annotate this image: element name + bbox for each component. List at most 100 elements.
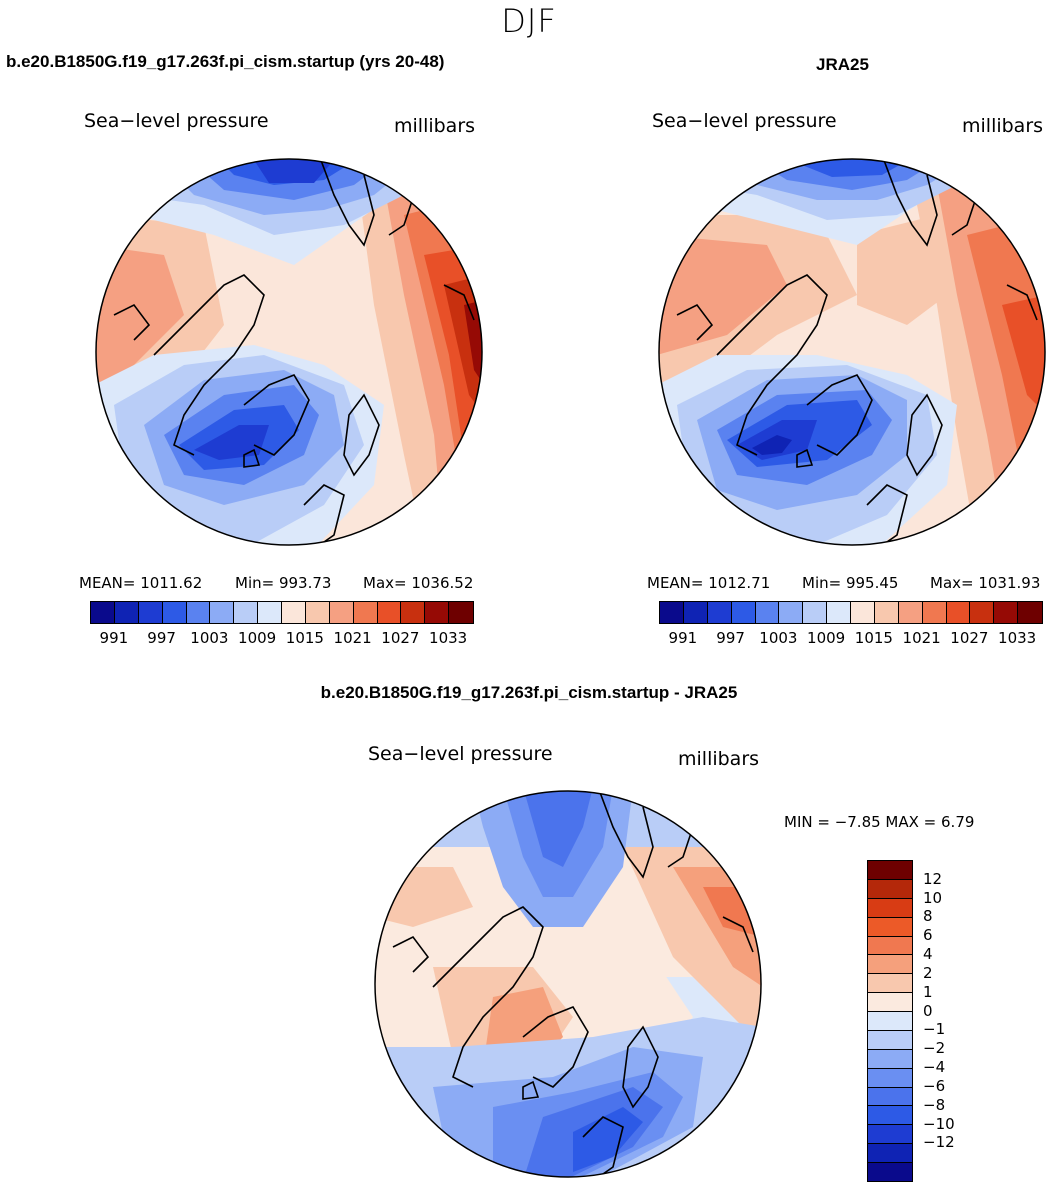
- colorbar-swatch: [970, 602, 995, 623]
- colorbar-tick-label: 1015: [285, 629, 324, 647]
- panel2-title: JRA25: [816, 55, 869, 74]
- colorbar-swatch: [994, 602, 1019, 623]
- colorbar-swatch: [707, 602, 732, 623]
- colorbar-tick-label: −2: [923, 1039, 946, 1058]
- colorbar-swatch: [377, 602, 402, 623]
- colorbar-swatch: [234, 602, 259, 623]
- colorbar-swatch: [946, 602, 971, 623]
- colorbar-swatch: [868, 936, 912, 956]
- colorbar-tick-label: 1009: [807, 629, 846, 647]
- colorbar-swatch: [868, 1068, 912, 1088]
- colorbar-swatch: [874, 602, 899, 623]
- panel1-polar-map: [95, 158, 483, 546]
- panel2-variable: Sea−level pressure: [652, 110, 837, 132]
- colorbar-swatch: [922, 602, 947, 623]
- colorbar-swatch: [868, 917, 912, 937]
- colorbar-tick-label: −4: [923, 1058, 946, 1077]
- colorbar-tick-label: 1033: [429, 629, 468, 647]
- colorbar-swatch: [868, 861, 912, 880]
- colorbar-swatch: [731, 602, 756, 623]
- colorbar-swatch: [258, 602, 282, 623]
- colorbar-tick-label: 1003: [759, 629, 798, 647]
- panel3-colorbar: [867, 860, 913, 1182]
- colorbar-swatch: [210, 602, 235, 623]
- panel2-max: Max= 1031.93: [930, 574, 1041, 592]
- colorbar-tick-label: 8: [923, 907, 933, 926]
- colorbar-swatch: [898, 602, 923, 623]
- colorbar-swatch: [868, 1106, 912, 1126]
- colorbar-swatch: [868, 1125, 912, 1145]
- panel3-units: millibars: [678, 748, 760, 770]
- colorbar-swatch: [353, 602, 378, 623]
- panel1-units: millibars: [394, 115, 476, 137]
- panel1-variable: Sea−level pressure: [84, 110, 269, 132]
- colorbar-swatch: [401, 602, 426, 623]
- colorbar-swatch: [425, 602, 450, 623]
- colorbar-tick-label: 1: [923, 982, 933, 1001]
- colorbar-tick-label: 991: [668, 629, 698, 647]
- colorbar-tick-label: −8: [923, 1095, 946, 1114]
- colorbar-tick-label: −10: [923, 1114, 955, 1133]
- colorbar-tick-label: 1027: [381, 629, 420, 647]
- colorbar-swatch: [779, 602, 804, 623]
- colorbar-swatch: [329, 602, 354, 623]
- panel1-max: Max= 1036.52: [363, 574, 474, 592]
- panel2-units: millibars: [962, 115, 1044, 137]
- colorbar-tick-label: 1021: [902, 629, 941, 647]
- colorbar-swatch: [868, 955, 912, 975]
- colorbar-tick-label: 12: [923, 869, 943, 888]
- colorbar-tick-label: 2: [923, 963, 933, 982]
- colorbar-swatch: [868, 974, 912, 994]
- colorbar-swatch: [827, 602, 851, 623]
- colorbar-tick-label: 1033: [998, 629, 1037, 647]
- colorbar-swatch: [755, 602, 780, 623]
- colorbar-swatch: [868, 1087, 912, 1107]
- colorbar-swatch: [305, 602, 330, 623]
- panel1-colorbar: [90, 601, 474, 624]
- panel2-colorbar: [659, 601, 1043, 624]
- colorbar-swatch: [868, 898, 912, 918]
- colorbar-swatch: [868, 879, 912, 899]
- colorbar-tick-label: 1027: [950, 629, 989, 647]
- colorbar-swatch: [660, 602, 684, 623]
- colorbar-swatch: [114, 602, 139, 623]
- panel3-title: b.e20.B1850G.f19_g17.263f.pi_cism.startu…: [320, 683, 738, 702]
- colorbar-swatch: [683, 602, 708, 623]
- colorbar-swatch: [868, 1049, 912, 1069]
- panel1-mean: MEAN= 1011.62: [79, 574, 203, 592]
- colorbar-swatch: [186, 602, 211, 623]
- colorbar-tick-label: 1003: [190, 629, 229, 647]
- season-title: DJF: [501, 2, 557, 40]
- colorbar-swatch: [803, 602, 828, 623]
- panel1-min: Min= 993.73: [235, 574, 332, 592]
- panel3-minmax: MIN = −7.85 MAX = 6.79: [784, 813, 975, 831]
- colorbar-tick-label: 10: [923, 888, 943, 907]
- panel3-polar-map: [374, 790, 762, 1178]
- colorbar-tick-label: 4: [923, 945, 933, 964]
- colorbar-swatch: [162, 602, 187, 623]
- panel3-variable: Sea−level pressure: [368, 743, 553, 765]
- colorbar-tick-label: 1021: [333, 629, 372, 647]
- colorbar-tick-label: −12: [923, 1133, 955, 1152]
- colorbar-swatch: [1018, 602, 1042, 623]
- colorbar-tick-label: −1: [923, 1020, 946, 1039]
- colorbar-tick-label: 1009: [238, 629, 277, 647]
- colorbar-tick-label: 997: [716, 629, 745, 647]
- panel1-title: b.e20.B1850G.f19_g17.263f.pi_cism.startu…: [6, 52, 445, 71]
- colorbar-swatch: [868, 1144, 912, 1163]
- colorbar-swatch: [868, 1163, 912, 1181]
- colorbar-tick-label: 1015: [854, 629, 893, 647]
- colorbar-swatch: [282, 602, 306, 623]
- colorbar-swatch: [868, 1012, 912, 1031]
- colorbar-tick-label: 997: [147, 629, 176, 647]
- colorbar-swatch: [868, 1030, 912, 1050]
- colorbar-tick-label: 6: [923, 926, 933, 945]
- colorbar-swatch: [868, 993, 912, 1012]
- colorbar-tick-label: 991: [99, 629, 129, 647]
- colorbar-swatch: [449, 602, 473, 623]
- colorbar-swatch: [91, 602, 115, 623]
- colorbar-swatch: [851, 602, 875, 623]
- colorbar-swatch: [138, 602, 163, 623]
- panel2-min: Min= 995.45: [802, 574, 899, 592]
- colorbar-tick-label: 0: [923, 1001, 933, 1020]
